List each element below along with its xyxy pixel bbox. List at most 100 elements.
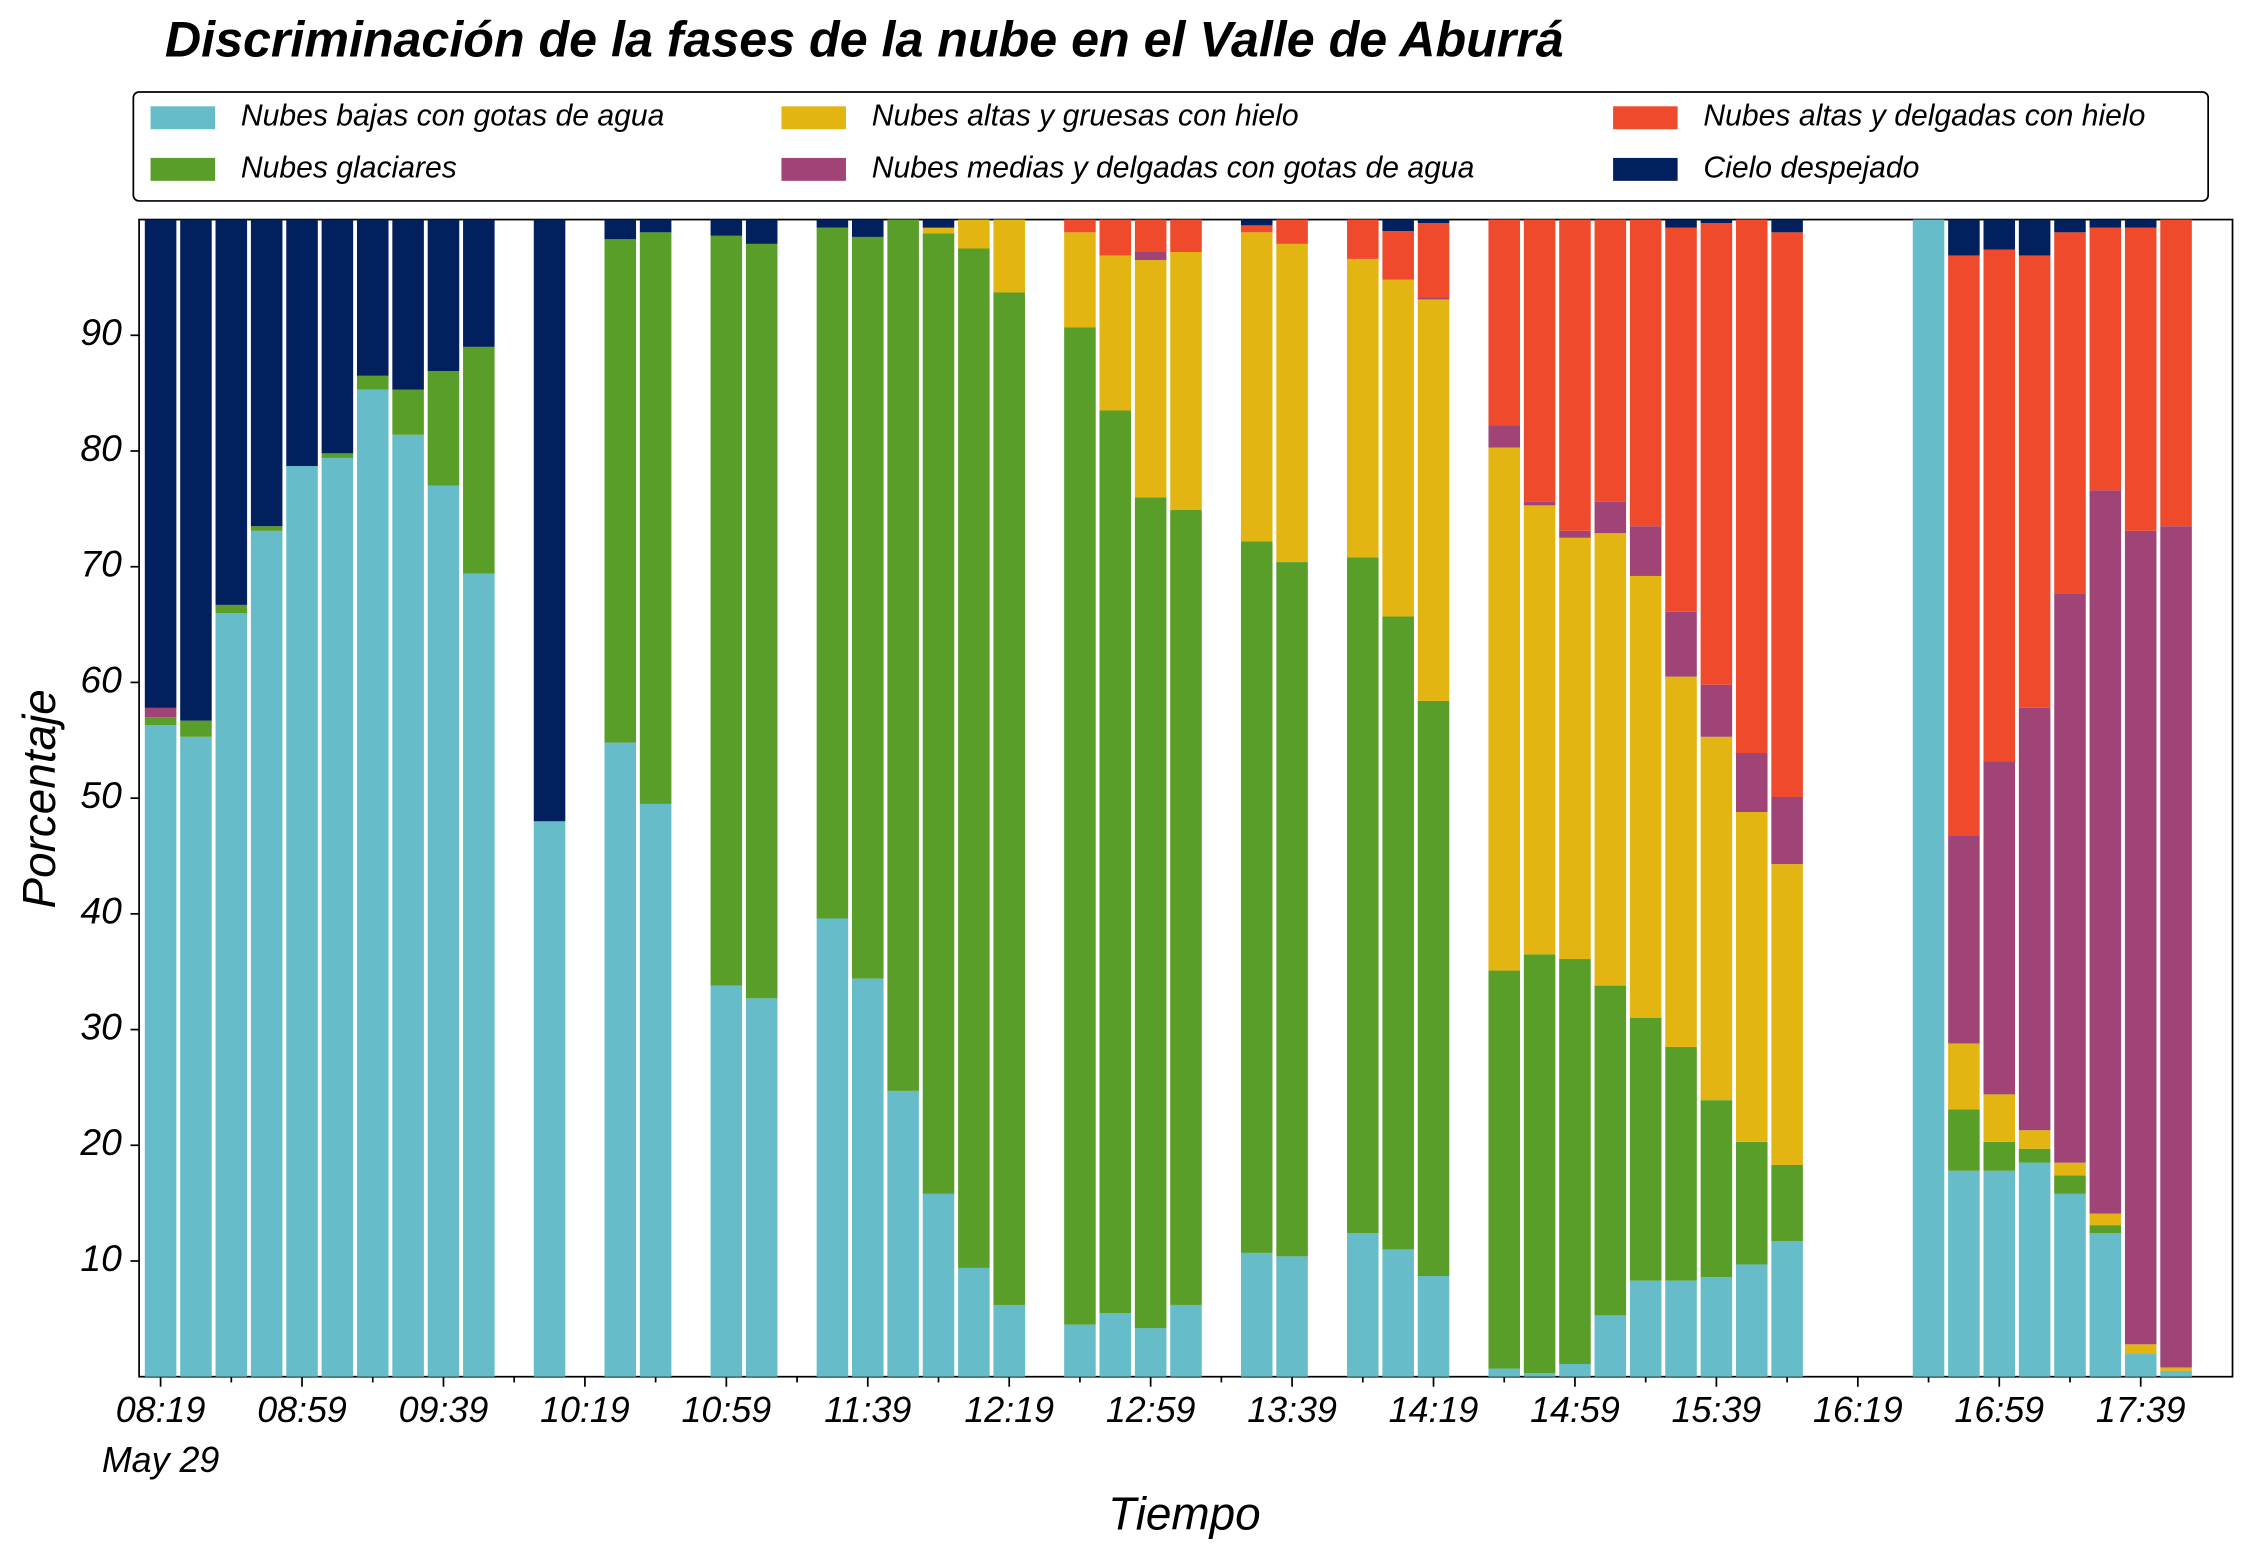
bar-segment (1983, 219, 2016, 250)
bar-segment (321, 457, 354, 1377)
y-tick-label: 60 (80, 658, 122, 700)
bar-segment (427, 219, 460, 372)
y-tick-label: 90 (80, 311, 122, 353)
bar-segment (639, 803, 672, 1377)
bar-segment (1735, 1141, 1768, 1265)
bar-segment (1488, 970, 1521, 1369)
bar-segment (250, 526, 283, 531)
bar-segment (2054, 1162, 2086, 1176)
bar-segment (1099, 255, 1132, 411)
bar-segment (1771, 219, 1803, 233)
bar-segment (1240, 541, 1273, 1253)
bar-segment (1134, 497, 1167, 1329)
x-tick-label: 17:39 (2096, 1390, 2186, 1430)
bar-segment (1665, 1046, 1697, 1281)
bar-segment (993, 1304, 1025, 1377)
bar-segment (1559, 537, 1591, 959)
bar-segment (1629, 526, 1662, 576)
x-tick-label: 15:39 (1672, 1390, 1762, 1430)
x-tick-label: 10:59 (682, 1390, 772, 1430)
bar-segment (1948, 1043, 1980, 1110)
bar-segment (1382, 219, 1414, 232)
bar-segment (463, 573, 495, 1377)
bar-segment (1488, 447, 1521, 971)
legend-swatch (150, 157, 216, 181)
x-tick-label: 14:19 (1389, 1390, 1479, 1430)
bar-segment (1983, 1141, 2016, 1171)
bar-segment (1417, 700, 1450, 1277)
bar-segment (321, 219, 354, 454)
bar-segment (2018, 1130, 2051, 1149)
legend-swatch (1613, 157, 1678, 181)
bar-segment (1665, 219, 1697, 228)
bar-segment (993, 219, 1025, 293)
bar-segment (1948, 219, 1980, 256)
bar-segment (1170, 510, 1202, 1305)
bar-segment (1523, 505, 1556, 955)
bar-segment (2054, 593, 2086, 1163)
bar-segment (1771, 232, 1803, 797)
bar-segment (745, 243, 778, 999)
bar-segment (1665, 676, 1697, 1047)
x-tick-label: 12:59 (1106, 1390, 1196, 1430)
bar-segment (2124, 1344, 2157, 1354)
bar-segment (1629, 219, 1662, 527)
bar-segment (639, 219, 672, 233)
bar-segment (1771, 864, 1803, 1165)
bar-segment (1488, 219, 1521, 426)
bar-segment (1417, 1276, 1450, 1377)
bar-segment (922, 233, 955, 1194)
y-tick-label: 50 (80, 774, 122, 816)
bar-segment (816, 219, 849, 228)
bar-segment (1559, 530, 1591, 538)
bar-segment (1382, 1249, 1414, 1377)
bar-segment (2089, 490, 2122, 1214)
bar-segment (2018, 255, 2051, 708)
bar-segment (1488, 1368, 1521, 1377)
bar-segment (1735, 219, 1768, 754)
bar-segment (1240, 219, 1273, 226)
bar-segment (1240, 1252, 1273, 1377)
bar-segment (2054, 1175, 2086, 1194)
bar-segment (533, 219, 566, 822)
bar-segment (1099, 219, 1132, 256)
bar-segment (852, 219, 884, 237)
bar-segment (463, 219, 495, 347)
y-axis-label: Porcentaje (13, 689, 65, 908)
bar-segment (1064, 327, 1096, 1325)
bar-segment (1735, 1264, 1768, 1377)
bar-segment (1700, 1100, 1733, 1278)
bar-segment (215, 604, 248, 613)
bar-segment (1170, 219, 1202, 252)
bar-segment (1700, 684, 1733, 737)
bar-segment (1417, 299, 1450, 701)
bar-segment (1417, 297, 1450, 300)
y-tick-label: 30 (80, 1005, 122, 1047)
bar-segment (604, 219, 637, 240)
bar-segment (2054, 1193, 2086, 1377)
bar-segment (1099, 1313, 1132, 1377)
bar-segment (922, 1193, 955, 1377)
bar-segment (1629, 1017, 1662, 1281)
bar-segment (604, 239, 637, 743)
bar-segment (1276, 219, 1308, 244)
bar-segment (1417, 223, 1450, 298)
bar-segment (1594, 985, 1627, 1316)
bar-segment (1629, 1280, 1662, 1377)
bar-segment (816, 918, 849, 1377)
bar-segment (1417, 219, 1450, 224)
bar-segment (1700, 219, 1733, 224)
legend-swatch (1613, 106, 1678, 130)
bar-segment (887, 1090, 919, 1377)
bar-segment (1170, 251, 1202, 511)
bar-segment (1700, 1277, 1733, 1377)
bar-segment (1134, 219, 1167, 252)
bar-segment (180, 736, 212, 1377)
bar-segment (1771, 796, 1803, 865)
bar-segment (2160, 1367, 2192, 1371)
bar-segment (2160, 219, 2192, 527)
bar-segment (958, 219, 990, 249)
bar-segment (1134, 260, 1167, 498)
bar-segment (1983, 249, 2016, 762)
legend-swatch (781, 106, 846, 130)
